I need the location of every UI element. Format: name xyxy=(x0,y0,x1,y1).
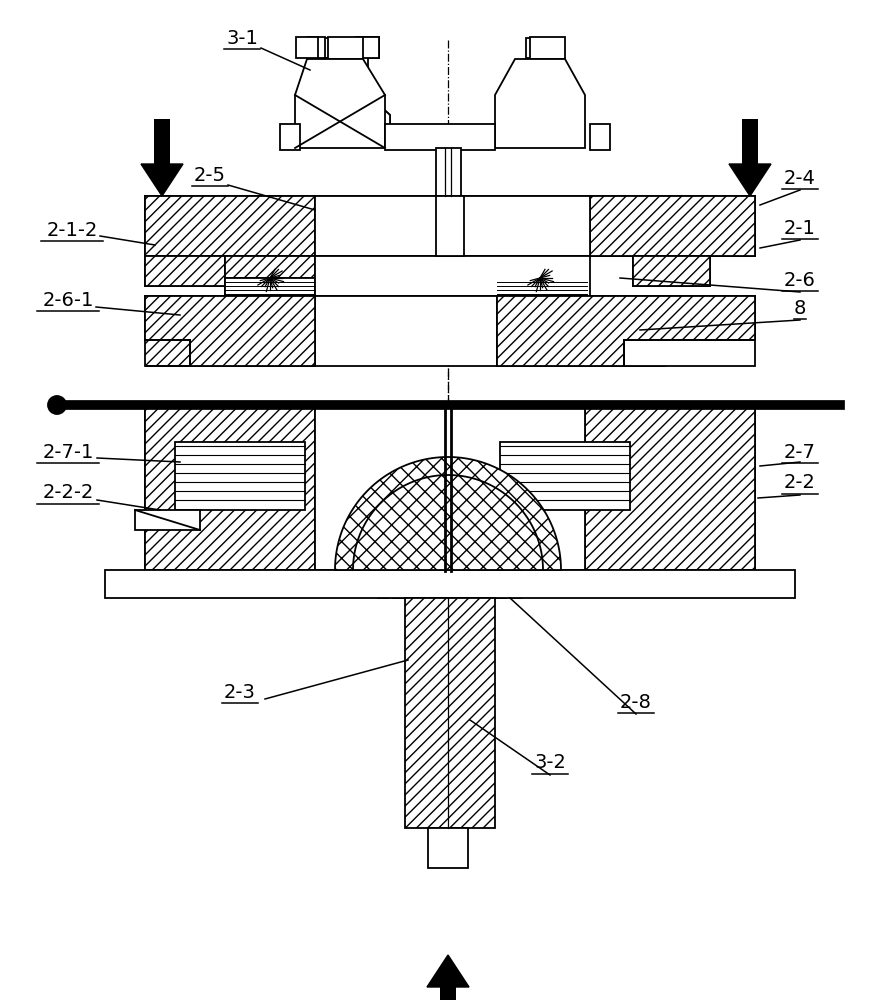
Bar xyxy=(224,256,315,296)
Text: 2-5: 2-5 xyxy=(194,166,226,185)
Bar xyxy=(315,256,589,296)
Bar xyxy=(315,296,496,366)
Text: 2-6-1: 2-6-1 xyxy=(42,290,94,310)
Text: 3-2: 3-2 xyxy=(534,754,565,772)
Bar xyxy=(145,196,755,256)
Bar xyxy=(405,598,494,828)
Bar xyxy=(500,442,629,510)
Bar xyxy=(435,196,463,256)
Bar xyxy=(224,278,315,296)
Text: 2-6: 2-6 xyxy=(783,270,815,290)
Bar xyxy=(496,278,586,296)
Polygon shape xyxy=(496,296,755,366)
Bar xyxy=(496,256,586,278)
Bar xyxy=(392,580,403,598)
Bar xyxy=(145,405,315,570)
Polygon shape xyxy=(296,37,390,145)
Text: 2-4: 2-4 xyxy=(783,169,815,188)
Bar xyxy=(135,510,199,530)
Bar xyxy=(529,37,564,59)
Polygon shape xyxy=(334,457,561,570)
Bar xyxy=(280,124,299,150)
Bar xyxy=(440,987,455,1000)
Bar xyxy=(435,148,460,196)
Bar xyxy=(377,580,389,598)
Polygon shape xyxy=(295,59,384,148)
Bar xyxy=(496,256,586,296)
Text: 8: 8 xyxy=(793,298,805,318)
Polygon shape xyxy=(145,296,315,366)
Bar xyxy=(145,196,315,256)
Bar xyxy=(494,580,505,598)
Bar xyxy=(145,296,315,366)
Text: 2-7: 2-7 xyxy=(783,442,815,462)
Text: 2-1: 2-1 xyxy=(783,219,815,238)
Bar xyxy=(585,405,755,570)
Polygon shape xyxy=(356,37,378,58)
Polygon shape xyxy=(496,296,755,366)
Bar xyxy=(427,828,468,868)
Bar xyxy=(741,119,757,164)
Bar xyxy=(315,405,585,570)
Polygon shape xyxy=(729,164,770,196)
Bar xyxy=(317,38,356,58)
Bar xyxy=(224,256,315,278)
Bar xyxy=(145,256,224,286)
Polygon shape xyxy=(296,37,317,58)
Text: 2-2: 2-2 xyxy=(783,474,815,492)
Circle shape xyxy=(48,396,66,414)
Bar xyxy=(190,340,315,366)
Bar xyxy=(479,580,491,598)
Polygon shape xyxy=(145,340,315,366)
Text: 2-1-2: 2-1-2 xyxy=(46,221,97,240)
Bar xyxy=(175,442,305,510)
Bar xyxy=(384,124,494,150)
Bar xyxy=(145,405,755,570)
Bar xyxy=(632,256,709,286)
Polygon shape xyxy=(426,955,468,987)
Bar xyxy=(496,340,623,366)
Bar xyxy=(526,38,563,58)
Text: 2-2-2: 2-2-2 xyxy=(42,484,94,502)
Bar xyxy=(496,296,664,366)
Bar xyxy=(327,37,363,59)
Bar xyxy=(589,124,610,150)
Bar xyxy=(510,580,520,598)
Polygon shape xyxy=(141,164,182,196)
Bar xyxy=(154,119,170,164)
Bar xyxy=(145,256,224,286)
Bar xyxy=(315,196,589,256)
Polygon shape xyxy=(296,58,390,145)
Bar xyxy=(363,568,540,582)
Text: 2-7-1: 2-7-1 xyxy=(42,442,94,462)
Text: 2-3: 2-3 xyxy=(224,682,256,702)
Bar xyxy=(589,196,755,256)
Text: 3-1: 3-1 xyxy=(226,29,257,48)
Polygon shape xyxy=(494,59,585,148)
Text: 2-8: 2-8 xyxy=(620,692,651,711)
Bar xyxy=(105,570,794,598)
Bar xyxy=(632,256,709,286)
